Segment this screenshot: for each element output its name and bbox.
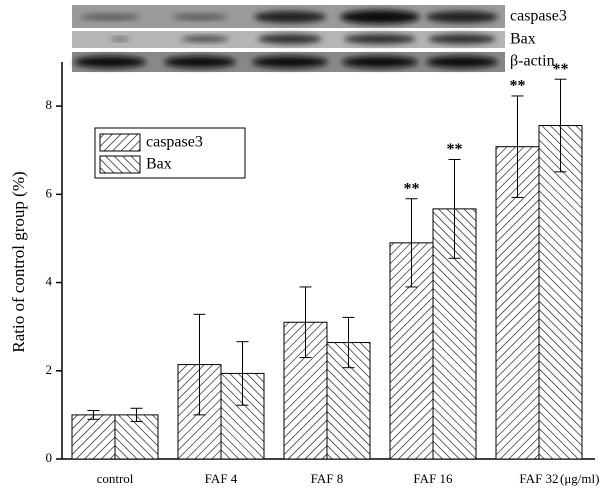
error-bar bbox=[405, 198, 418, 288]
x-tick-label: control bbox=[97, 471, 134, 486]
x-tick-label: FAF 16 bbox=[413, 471, 453, 486]
bar bbox=[538, 125, 583, 460]
x-tick-label: FAF 8 bbox=[311, 471, 344, 486]
error-bar bbox=[511, 95, 524, 198]
error-bar bbox=[87, 409, 100, 420]
x-axis-label: (μg/ml) bbox=[560, 471, 599, 486]
error-bar bbox=[130, 407, 143, 423]
error-bar bbox=[193, 313, 206, 416]
bar bbox=[71, 414, 116, 460]
significance-label: ** bbox=[510, 78, 526, 95]
y-tick-label: 2 bbox=[46, 362, 53, 377]
bar bbox=[114, 414, 159, 460]
error-bar bbox=[342, 316, 355, 369]
y-tick-label: 6 bbox=[46, 185, 53, 200]
x-tick-label: FAF 32 bbox=[519, 471, 558, 486]
error-bar bbox=[236, 341, 249, 406]
significance-label: ** bbox=[404, 180, 420, 197]
blot-label: Bax bbox=[510, 31, 536, 48]
legend-label: Bax bbox=[146, 156, 172, 173]
legend-swatch bbox=[99, 133, 141, 152]
y-tick-label: 4 bbox=[46, 274, 53, 289]
x-tick-label: FAF 4 bbox=[205, 471, 238, 486]
significance-label: ** bbox=[553, 61, 569, 78]
blot-image bbox=[72, 5, 505, 72]
error-bar bbox=[554, 78, 567, 173]
error-bar bbox=[448, 158, 461, 259]
significance-label: ** bbox=[447, 141, 463, 158]
blot-label: β-actin bbox=[510, 53, 555, 70]
y-tick-label: 0 bbox=[46, 450, 53, 465]
legend-swatch bbox=[99, 155, 141, 174]
error-bar bbox=[299, 286, 312, 359]
legend: caspase3 Bax bbox=[94, 127, 246, 179]
legend-label: caspase3 bbox=[146, 134, 203, 151]
blot-label: caspase3 bbox=[510, 8, 567, 25]
y-axis-label: Ratio of control group (%) bbox=[9, 171, 28, 352]
y-tick-label: 8 bbox=[46, 97, 53, 112]
